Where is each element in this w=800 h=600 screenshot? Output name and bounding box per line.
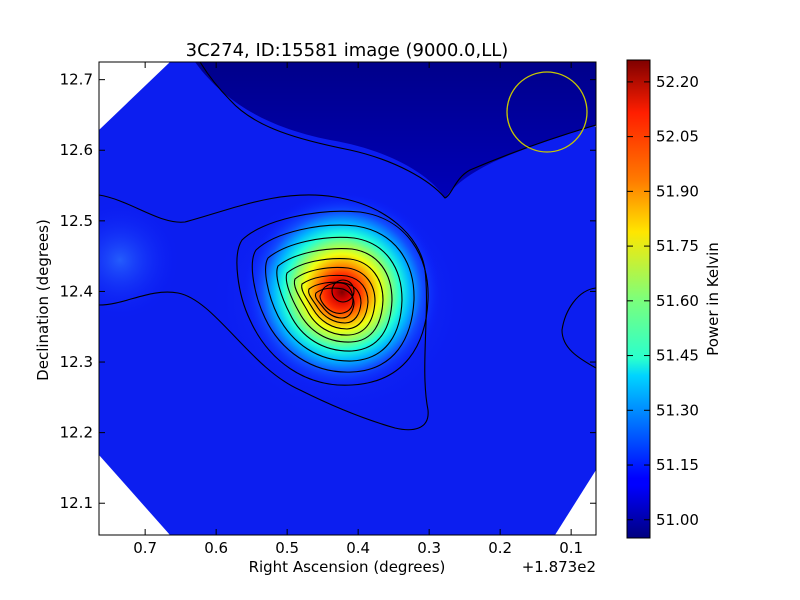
y-tick-label: 12.7 (60, 71, 93, 89)
y-axis-label: Declination (degrees) (34, 219, 52, 381)
beam-marker (506, 71, 588, 153)
x-axis: 0.7 0.6 0.5 0.4 0.3 0.2 0.1 (133, 62, 583, 557)
y-tick-label: 12.2 (60, 424, 93, 442)
colorbar-ticks: 51.00 51.15 51.30 51.45 51.60 51.75 51.90 52.05… (627, 73, 699, 529)
y-axis: 12.1 12.2 12.3 12.4 12.5 12.6 12.7 (60, 71, 596, 512)
x-tick-label: 0.4 (346, 539, 370, 557)
x-tick-label: 0.7 (133, 539, 157, 557)
x-tick-label: 0.2 (488, 539, 512, 557)
colorbar-tick-label: 51.30 (656, 401, 699, 419)
chart-title: 3C274, ID:15581 image (9000.0,LL) (186, 40, 509, 61)
y-tick-label: 12.1 (60, 494, 93, 512)
x-axis-label: Right Ascension (degrees) (249, 558, 446, 576)
x-tick-label: 0.1 (559, 539, 583, 557)
colorbar-tick-label: 51.60 (656, 292, 699, 310)
colorbar-label: Power in Kelvin (704, 242, 722, 356)
heatmap-image (99, 62, 596, 535)
low-power-region (195, 62, 596, 198)
colorbar-tick-label: 51.15 (656, 456, 699, 474)
x-tick-label: 0.5 (275, 539, 299, 557)
plot-frame (98, 61, 597, 536)
x-tick-label: 0.6 (204, 539, 228, 557)
colorbar-tick-label: 51.90 (656, 182, 699, 200)
colorbar (626, 59, 651, 539)
colorbar-tick-label: 51.00 (656, 511, 699, 529)
colorbar-tick-label: 51.45 (656, 347, 699, 365)
colorbar-tick-label: 52.20 (656, 73, 699, 91)
y-tick-label: 12.3 (60, 353, 93, 371)
source-emission (242, 192, 442, 392)
colorbar-tick-label: 52.05 (656, 128, 699, 146)
x-tick-label: 0.3 (417, 539, 441, 557)
contour-lines (99, 62, 596, 431)
colorbar-tick-label: 51.75 (656, 237, 699, 255)
y-tick-label: 12.5 (60, 212, 93, 230)
y-tick-label: 12.6 (60, 141, 93, 159)
y-tick-label: 12.4 (60, 282, 93, 300)
x-offset-label: +1.873e2 (522, 558, 596, 576)
